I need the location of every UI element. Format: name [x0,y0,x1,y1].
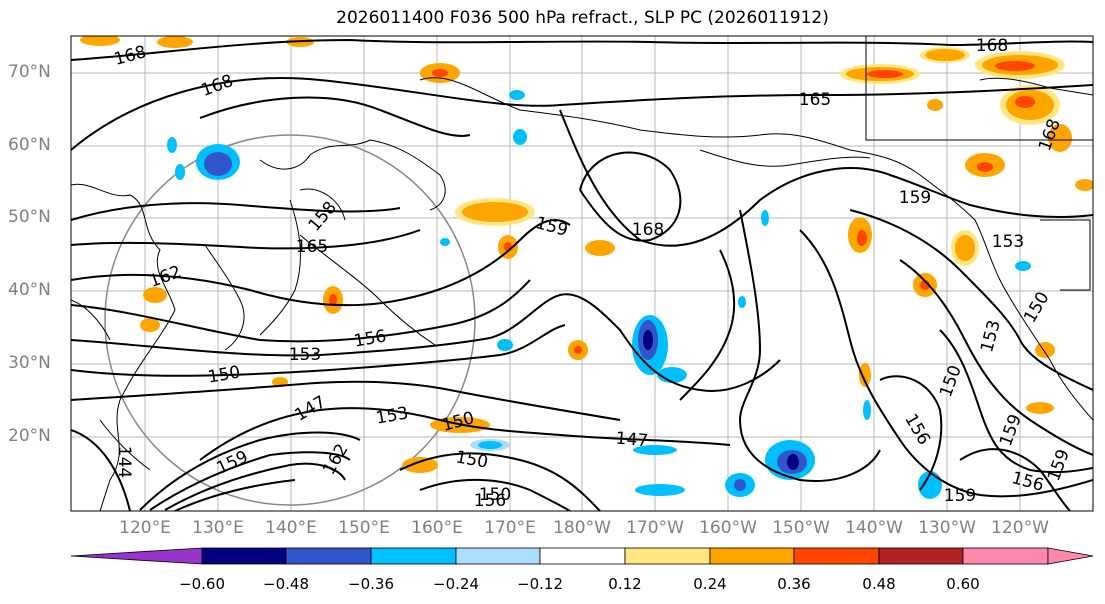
colorbar-tick-label: 0.48 [862,575,896,593]
colorbar-segment [962,547,1049,565]
contour-label: 153 [977,318,1005,355]
contour-label: 147 [291,392,329,426]
negative-anomaly-shading [167,90,1031,499]
contour-label: 159 [944,486,976,506]
colorbar-segment [793,547,880,565]
lon-label: 130°E [192,518,244,538]
contour-label: 153 [289,345,321,365]
contour-label: 150 [1020,288,1054,326]
contour-label: 144 [114,446,134,478]
lon-label: 170°E [484,518,536,538]
lon-label: 120°E [119,518,171,538]
colorbar-tick-label: −0.24 [433,575,479,593]
contour-label: 147 [615,429,649,452]
colorbar-segment [201,547,287,565]
contour-label: 150 [206,362,241,387]
contour-label: 165 [799,90,831,110]
colorbar-segment [539,547,626,565]
contour-label: 150 [479,485,511,505]
contour-label: 150 [454,447,489,472]
contour-label: 168 [112,42,149,70]
contour-label: 168 [976,36,1008,56]
lon-label: 130°W [918,518,976,538]
lon-label: 160°W [699,518,757,538]
contour-label: 159 [213,447,251,479]
lon-label: 120°W [991,518,1049,538]
colorbar-tick-label: 0.60 [946,575,980,593]
positive-anomaly-shading [80,36,1093,473]
contour-label: 159 [899,188,931,208]
lon-label: 140°E [265,518,317,538]
colorbar-segment [370,547,457,565]
contour-label: 153 [992,232,1024,252]
range-circle [104,134,476,506]
map-title: 2026011400 F036 500 hPa refract., SLP PC… [336,8,829,28]
contour-label: 156 [352,326,387,351]
lon-label: 170°W [626,518,684,538]
colorbar-tick-label: −0.36 [348,575,394,593]
lat-label: 60°N [8,135,51,155]
lat-label: 50°N [8,207,51,227]
lat-label: 30°N [8,353,51,373]
contour-label: 159 [1044,447,1074,484]
contour-label: 159 [996,412,1026,449]
lat-label: 40°N [8,280,51,300]
lat-label: 20°N [8,426,51,446]
colorbar [70,547,1094,565]
lon-label: 150°E [338,518,390,538]
colorbar-tick-label: −0.12 [517,575,563,593]
contour-label: 159 [533,213,570,241]
contour-label: 150 [936,363,966,400]
colorbar-segment [878,547,964,565]
lon-label: 150°W [772,518,830,538]
contour-label: 162 [147,262,184,292]
colorbar-segment [624,547,711,565]
colorbar-segment [709,547,795,565]
contour-label: 156 [474,491,506,511]
colorbar-tick-label: −0.60 [179,575,225,593]
colorbar-tick-label: −0.48 [263,575,309,593]
colorbar-tick-label: 0.12 [608,575,642,593]
map-plot-area: 168 168 168 165 165 168 168 159 159 162 … [71,36,1093,511]
lon-label: 180°W [553,518,611,538]
contour-label: 168 [199,71,236,101]
colorbar-tick-label: 0.24 [693,575,727,593]
contour-label: 168 [632,220,664,240]
lat-label: 70°N [8,62,51,82]
slp-contours [71,38,1093,511]
colorbar-segment [455,547,541,565]
coastlines [71,36,1093,511]
colorbar-segment [70,547,203,565]
contour-label: 165 [296,237,328,257]
contour-label: 158 [305,198,341,236]
lon-label: 160°E [411,518,463,538]
contour-label: 156 [900,410,934,448]
colorbar-segment [285,547,372,565]
contour-label: 153 [374,403,409,428]
plot-frame [70,35,1094,512]
lon-label: 140°W [845,518,903,538]
colorbar-segment [1047,547,1094,565]
colorbar-tick-label: 0.36 [777,575,811,593]
